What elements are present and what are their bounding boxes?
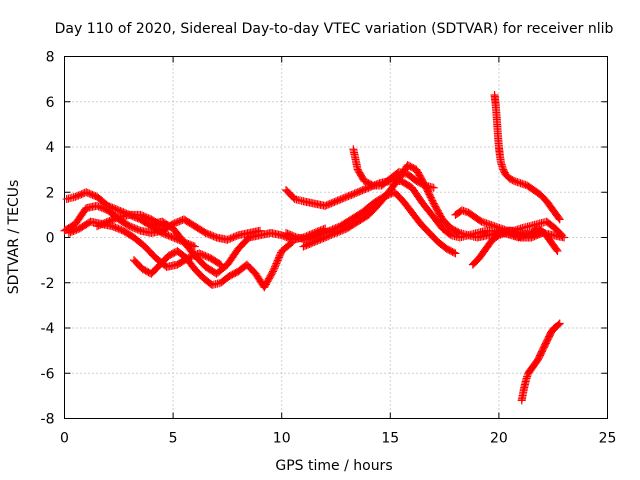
axis-ticks: 0 5 10 15 20 25 -8 -6 -4 -2 0 2 4 6 8 [41, 50, 617, 447]
x-tick-label: 15 [381, 431, 399, 447]
x-tick-label: 10 [273, 431, 291, 447]
plus-point [557, 231, 566, 240]
x-tick-label: 5 [169, 431, 178, 447]
series-arc6 [93, 210, 199, 251]
series-arc13 [490, 90, 564, 224]
plus-point [555, 319, 564, 328]
plus-point [553, 247, 562, 256]
series-arc12 [468, 224, 562, 269]
plus-point [189, 241, 198, 250]
chart-title: Day 110 of 2020, Sidereal Day-to-day VTE… [55, 21, 614, 37]
plus-point [429, 183, 438, 192]
plus-point [554, 320, 563, 329]
plus-point [450, 248, 459, 257]
y-tick-label: 8 [46, 50, 55, 66]
plus-point [552, 245, 561, 254]
y-tick-label: -2 [41, 276, 55, 292]
series-arc10 [299, 161, 569, 251]
y-tick-label: -6 [41, 366, 55, 382]
y-tick-label: -4 [41, 321, 55, 337]
series-arc14 [517, 319, 564, 405]
series-arc8 [349, 145, 438, 192]
y-tick-label: 4 [46, 140, 55, 156]
plus-point [215, 259, 224, 268]
x-tick-label: 0 [60, 431, 69, 447]
plus-point [554, 214, 563, 223]
y-axis-label: SDTVAR / TECUs [6, 180, 22, 295]
x-tick-label: 25 [599, 431, 617, 447]
plus-point [451, 249, 460, 258]
y-tick-label: -8 [41, 412, 55, 428]
plus-point [555, 215, 564, 224]
y-tick-label: 2 [46, 185, 55, 201]
series-arc4 [130, 238, 297, 292]
x-axis-label: GPS time / hours [275, 458, 392, 474]
series-arc11 [451, 206, 566, 240]
plus-point [556, 230, 565, 239]
data-points [60, 90, 569, 405]
plus-point [190, 242, 199, 251]
y-tick-label: 0 [46, 231, 55, 247]
x-tick-label: 20 [490, 431, 508, 447]
y-tick-label: 6 [46, 95, 55, 111]
